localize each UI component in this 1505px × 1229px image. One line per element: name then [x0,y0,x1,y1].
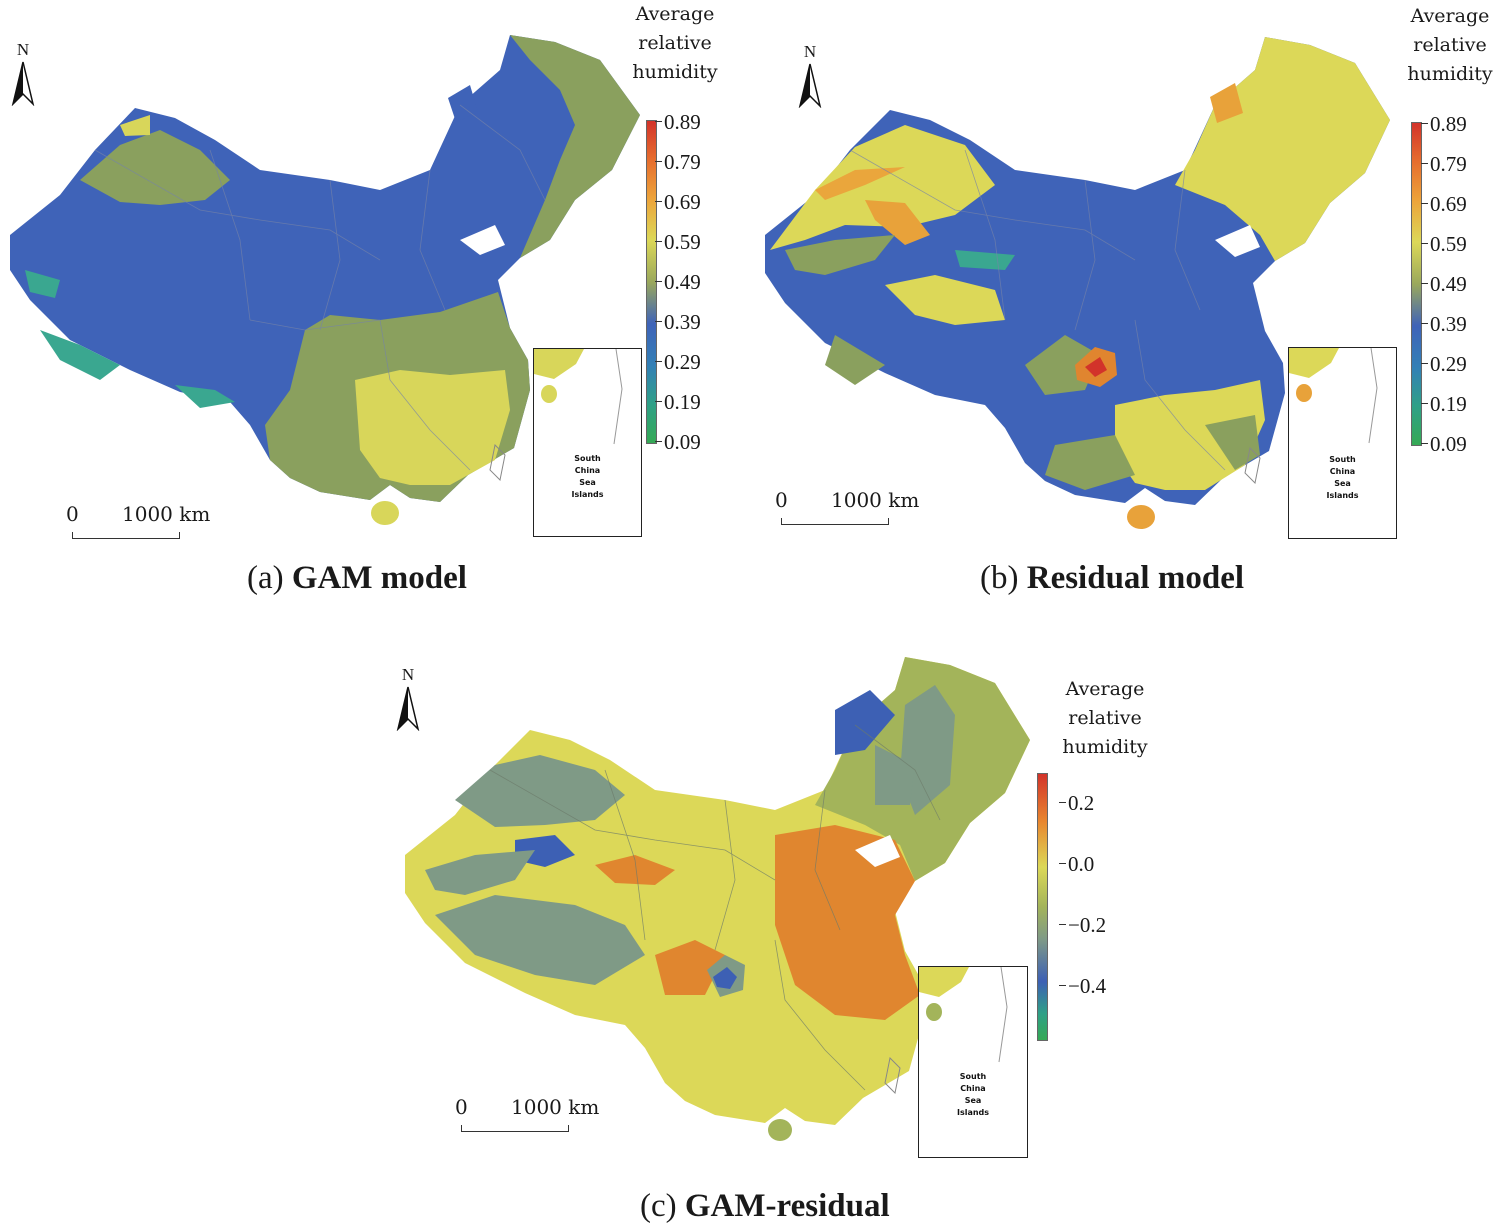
legend-colorbar-b [1411,122,1422,446]
scale-bar-c: 0 1000 km [455,1095,605,1145]
scale-bar-b: 0 1000 km [775,488,925,538]
legend-ticks-c: 0.2 0.0 −0.2 −0.4 [1059,791,1148,1011]
legend-tick: −0.2 [1059,913,1148,937]
legend-title-a: Average relative humidity [632,3,718,83]
china-map-a [10,35,640,525]
inset-map [534,348,623,445]
china-map-c [405,657,1030,1141]
china-map-b [765,37,1390,529]
legend-title-c: Average relative humidity [1062,678,1148,758]
legend-ticks-a: 0.89 0.79 0.69 0.59 0.49 0.39 0.29 0.19 … [655,110,744,454]
legend-colorbar-a [646,120,657,444]
inset-map [919,966,1008,1063]
legend-tick: 0.49 [1421,272,1505,296]
scale-zero: 0 [66,502,79,526]
legend-tick: 0.09 [655,430,744,454]
legend-tick: 0.0 [1059,852,1148,876]
panel-b: N 0 1000 km South China Sea Islands Aver… [755,0,1505,610]
legend-tick: 0.69 [655,190,744,214]
legend-title-b: Average relative humidity [1407,5,1493,85]
legend-tick: 0.49 [655,270,744,294]
legend-tick: 0.79 [655,150,744,174]
legend-tick: 0.69 [1421,192,1505,216]
scale-zero: 0 [775,488,788,512]
legend-tick: 0.89 [655,110,744,134]
north-arrow-b: N [795,42,825,108]
scale-distance: 1000 km [831,488,920,512]
legend-tick: 0.59 [1421,232,1505,256]
legend-tick: 0.39 [1421,312,1505,336]
legend-tick: 0.19 [1421,392,1505,416]
legend-tick: 0.39 [655,310,744,334]
north-arrow-icon [396,686,420,731]
caption-a: (a) GAM model [247,560,467,596]
inset-south-china-sea-b: South China Sea Islands [1288,347,1397,539]
legend-tick: 0.79 [1421,152,1505,176]
north-label: N [401,665,415,684]
legend-ticks-b: 0.89 0.79 0.69 0.59 0.49 0.39 0.29 0.19 … [1421,112,1505,456]
scale-distance: 1000 km [122,502,211,526]
scale-bar-a: 0 1000 km [66,502,216,552]
caption-b: (b) Residual model [980,560,1245,596]
legend-tick: 0.29 [1421,352,1505,376]
north-label: N [803,42,817,61]
inset-label: South China Sea Islands [1326,455,1359,500]
scale-distance: 1000 km [511,1095,600,1119]
legend-colorbar-c [1037,773,1048,1041]
inset-label: South China Sea Islands [956,1072,990,1117]
panel-c: N 0 1000 km South China Sea Islands Aver… [385,645,1185,1229]
inset-south-china-sea-c: South China Sea Islands [918,966,1028,1158]
legend-tick: 0.19 [655,390,744,414]
legend-tick: 0.89 [1421,112,1505,136]
north-arrow-c: N [393,665,423,731]
inset-label: South China Sea Islands [571,454,604,499]
scale-zero: 0 [455,1095,468,1119]
north-arrow-a: N [8,40,38,106]
legend-tick: 0.29 [655,350,744,374]
panel-a: N 0 1000 km South China Sea Islands Aver… [0,0,740,610]
inset-south-china-sea-a: South China Sea Islands [533,348,642,537]
legend-tick: 0.09 [1421,432,1505,456]
legend-tick: 0.59 [655,230,744,254]
north-label: N [16,40,30,59]
north-arrow-icon [11,61,35,106]
inset-map [1289,347,1378,444]
legend-tick: −0.4 [1059,974,1148,998]
caption-c: (c) GAM-residual [640,1188,890,1224]
legend-tick: 0.2 [1059,791,1148,815]
north-arrow-icon [798,63,822,108]
